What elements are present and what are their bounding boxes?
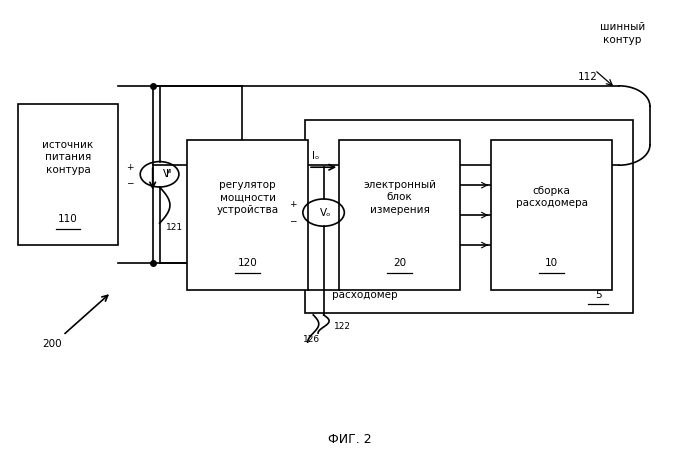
Text: источник
питания
контура: источник питания контура: [43, 140, 94, 175]
Text: Vₒ: Vₒ: [320, 207, 331, 218]
Text: Iₒ: Iₒ: [312, 151, 319, 161]
Bar: [491, 140, 612, 290]
Text: +: +: [289, 200, 296, 209]
Bar: [305, 120, 633, 313]
Text: 20: 20: [393, 258, 406, 268]
Bar: [18, 104, 118, 244]
Text: 10: 10: [545, 258, 558, 268]
Text: 112: 112: [578, 72, 598, 82]
Text: Vᴵ: Vᴵ: [163, 169, 172, 179]
Text: 121: 121: [166, 223, 183, 232]
Text: 126: 126: [303, 335, 320, 344]
Text: ФИГ. 2: ФИГ. 2: [328, 433, 371, 446]
Text: расходомер: расходомер: [332, 290, 398, 299]
Text: −: −: [289, 216, 296, 225]
Text: шинный
контур: шинный контур: [600, 23, 645, 45]
Text: +: +: [126, 163, 134, 172]
Text: Iᴵ: Iᴵ: [166, 169, 171, 179]
Text: регулятор
мощности
устройства: регулятор мощности устройства: [217, 180, 279, 214]
Text: сборка
расходомера: сборка расходомера: [516, 186, 588, 208]
Bar: [187, 140, 308, 290]
Text: 122: 122: [334, 322, 351, 331]
Text: электронный
блок
измерения: электронный блок измерения: [363, 180, 436, 214]
Bar: [339, 140, 460, 290]
Text: 5: 5: [595, 290, 601, 299]
Text: 110: 110: [58, 214, 78, 224]
Text: 120: 120: [238, 258, 257, 268]
Text: −: −: [126, 178, 134, 187]
Text: 200: 200: [43, 340, 62, 349]
